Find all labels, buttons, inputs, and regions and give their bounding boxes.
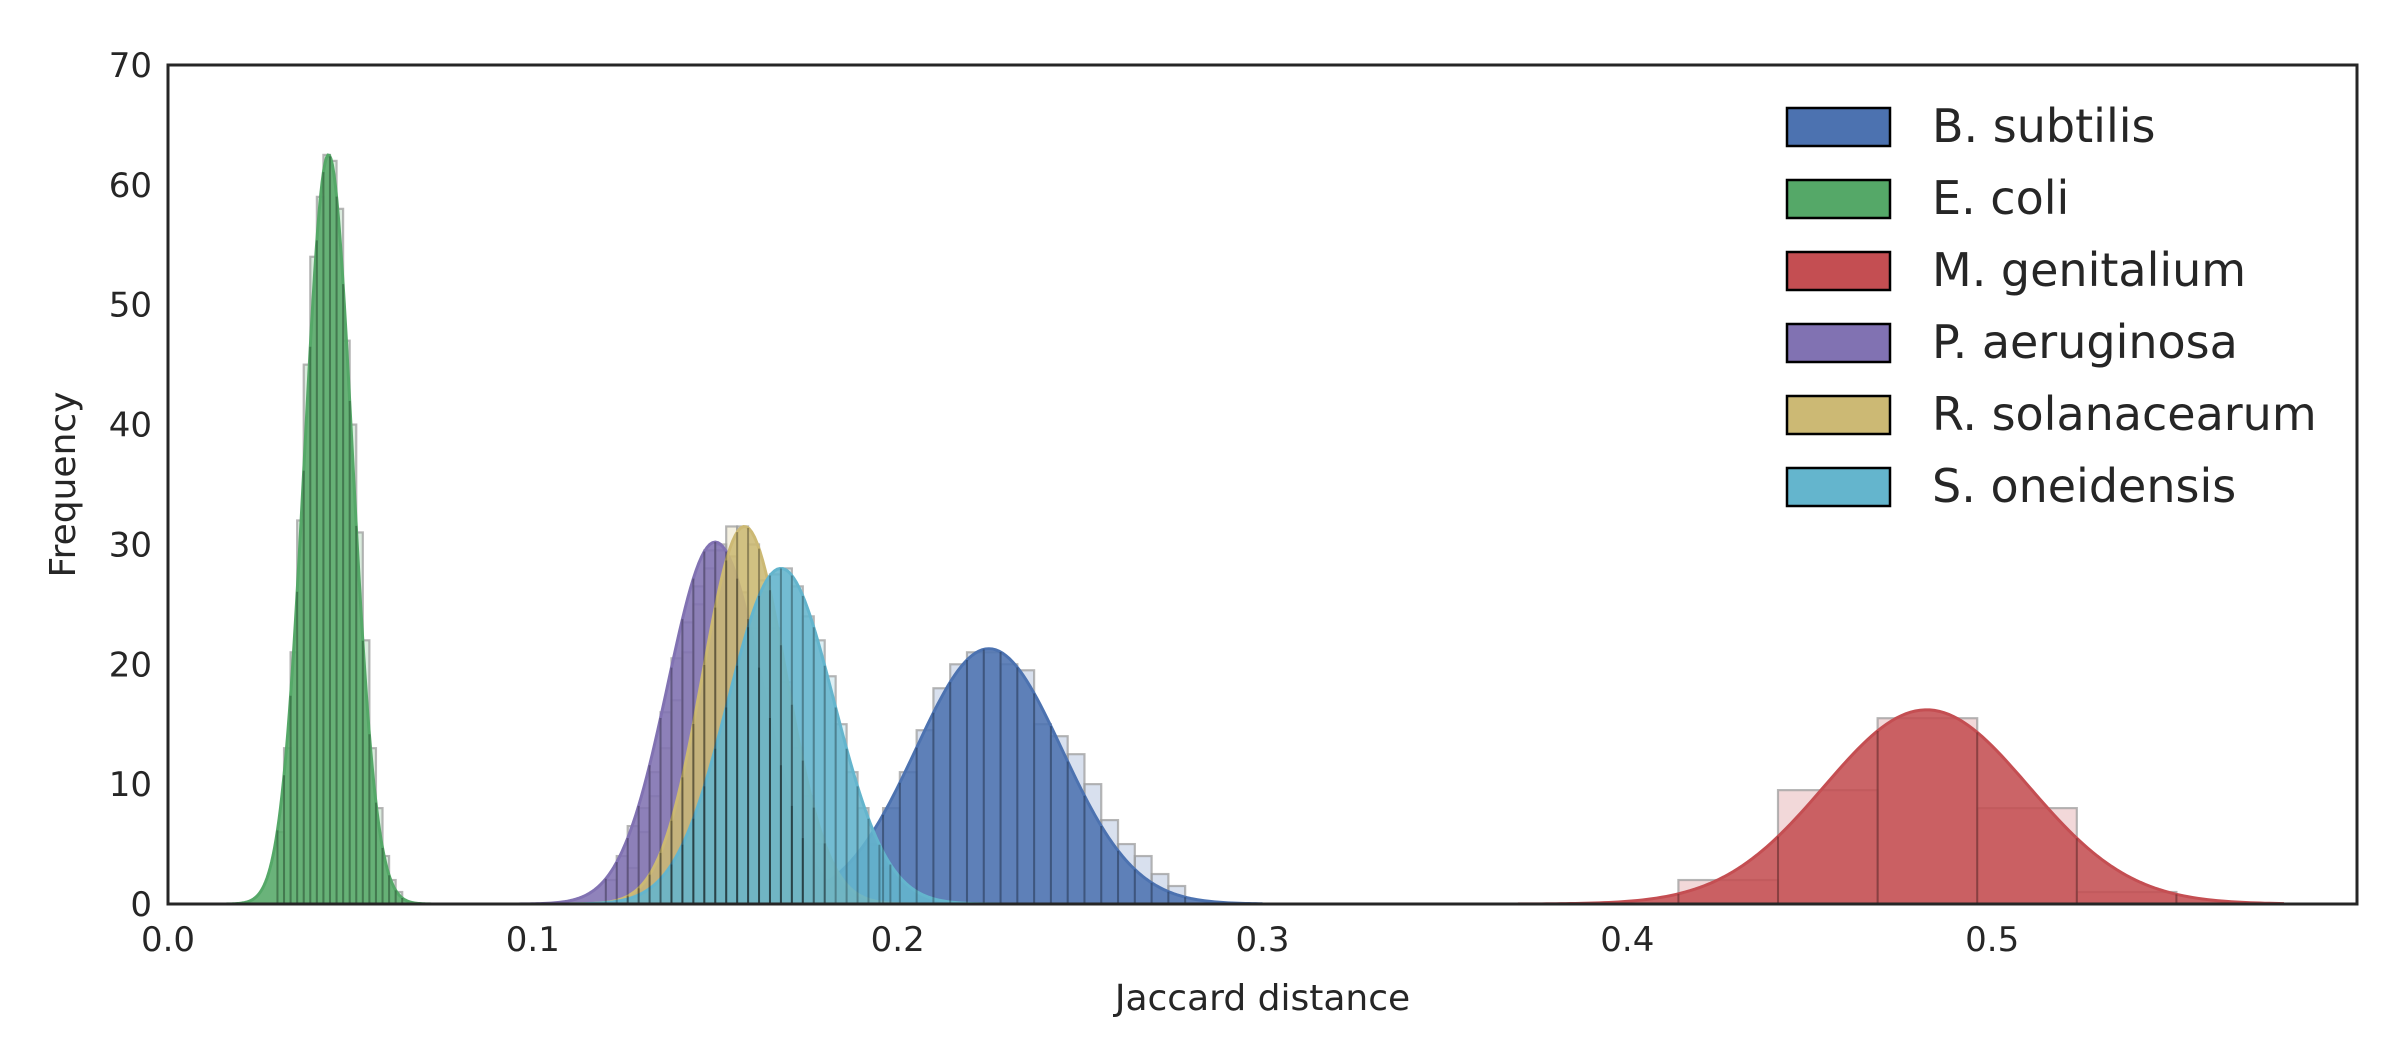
y-tick-label: 50 [109, 286, 152, 326]
y-tick-label: 0 [130, 885, 152, 925]
x-tick-label: 0.4 [1600, 920, 1654, 960]
legend-item-s-oneidensis: S. oneidensis [1785, 459, 2236, 513]
y-tick-label: 10 [109, 765, 152, 805]
axes-frame [166, 63, 2359, 906]
legend-swatch [1785, 322, 1892, 364]
legend-swatch [1785, 178, 1892, 220]
x-tick-label: 0.1 [506, 920, 560, 960]
legend-swatch [1785, 250, 1892, 292]
legend-item-r-solanacearum: R. solanacearum [1785, 387, 2317, 441]
legend-item-b-subtilis: B. subtilis [1785, 99, 2155, 153]
legend: B. subtilis E. coli M. genitalium P. aerugi… [1785, 99, 2317, 513]
legend-label: E. coli [1932, 171, 2069, 225]
x-tick-label: 0.5 [1965, 920, 2019, 960]
density-line-m-genitalium [1517, 708, 2285, 904]
bin-edges-r-solanacearum [626, 527, 826, 904]
y-tick-label: 70 [109, 46, 152, 86]
legend-item-m-genitalium: M. genitalium [1785, 243, 2246, 297]
density-area-e-coli [222, 155, 460, 904]
axes: 0.0 0.1 0.2 0.3 0.4 0.5 0 10 20 30 40 50 60 70 [109, 46, 2359, 960]
y-axis-label: Frequency [43, 392, 84, 578]
legend-label: S. oneidensis [1932, 459, 2236, 513]
x-axis-label: Jaccard distance [1113, 978, 1410, 1019]
legend-item-e-coli: E. coli [1785, 171, 2069, 225]
y-tick-label: 40 [109, 406, 152, 446]
y-tick-label: 30 [109, 525, 152, 565]
legend-item-p-aeruginosa: P. aeruginosa [1785, 315, 2238, 369]
bin-edges-s-oneidensis [670, 568, 892, 904]
legend-swatch [1785, 466, 1892, 508]
legend-swatch [1785, 394, 1892, 436]
bin-edges-p-aeruginosa [604, 542, 804, 904]
legend-label: B. subtilis [1932, 99, 2155, 153]
y-tick-label: 60 [109, 166, 152, 206]
x-tick-label: 0.3 [1235, 920, 1289, 960]
density-area-b-subtilis [715, 648, 1263, 904]
legend-label: M. genitalium [1932, 243, 2246, 297]
legend-label: P. aeruginosa [1932, 315, 2238, 369]
density-line-s-oneidensis [569, 566, 1008, 904]
density-area-s-oneidensis [569, 568, 1008, 904]
x-tick-label: 0.0 [141, 920, 195, 960]
density-area-m-genitalium [1517, 709, 2285, 904]
bin-edges-m-genitalium [1677, 730, 2178, 904]
legend-swatch [1785, 106, 1892, 148]
y-tick-label: 20 [109, 645, 152, 685]
legend-label: R. solanacearum [1932, 387, 2317, 441]
bin-edges-b-subtilis [882, 649, 1187, 904]
x-tick-label: 0.2 [871, 920, 925, 960]
bin-edges-e-coli [276, 156, 404, 904]
